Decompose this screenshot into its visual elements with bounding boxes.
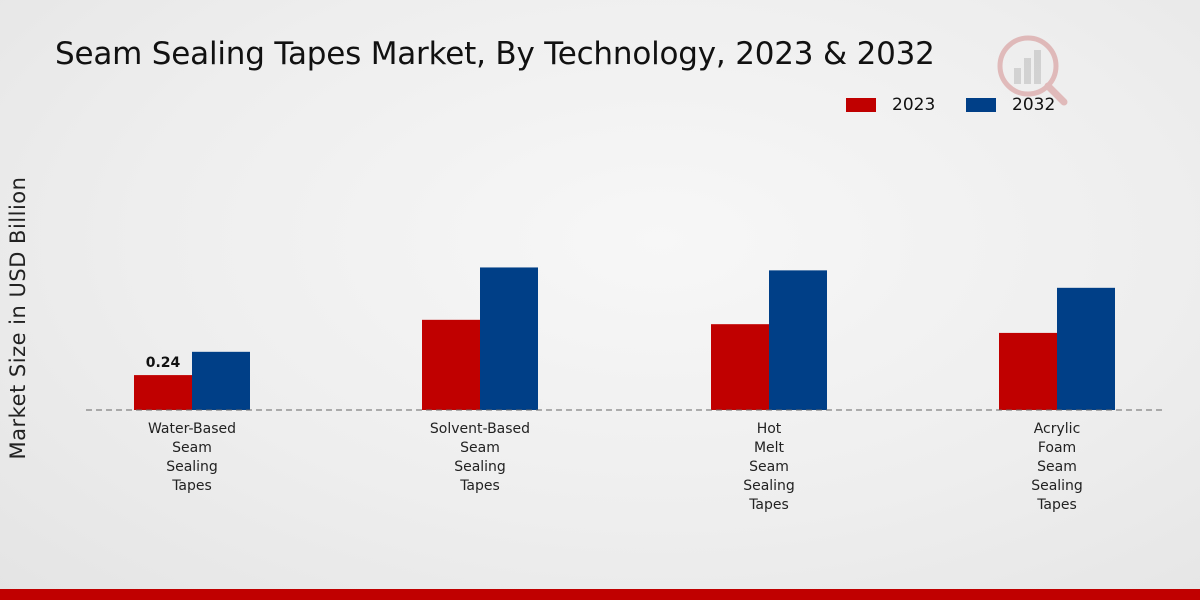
bar-2032-3: [1057, 287, 1115, 410]
x-tick-label-line: Tapes: [1036, 497, 1077, 513]
x-tick-label-line: Hot: [757, 421, 782, 437]
bar-2032-2: [769, 270, 827, 410]
bar-2023-2: [711, 324, 769, 410]
bottom-accent-bar: [0, 589, 1200, 600]
legend-label-2032: 2032: [1012, 95, 1056, 115]
x-tick-label-3: Acrylic Foam Seam Sealing Tapes: [1031, 421, 1083, 513]
legend-label-2023: 2023: [892, 95, 936, 115]
x-tick-label-line: Sealing: [454, 459, 506, 475]
x-tick-label-line: Water-Based: [148, 421, 236, 437]
x-tick-label-0: Water-Based Seam Sealing Tapes: [148, 421, 236, 494]
x-tick-label-2: Hot Melt Seam Sealing Tapes: [743, 421, 795, 513]
bar-2023-0: [134, 375, 192, 410]
x-tick-label-line: Tapes: [748, 497, 789, 513]
x-tick-label-line: Solvent-Based: [430, 421, 530, 437]
x-tick-label-line: Tapes: [171, 478, 212, 494]
x-tick-label-line: Seam: [749, 459, 789, 475]
watermark-logo-icon: [997, 35, 1068, 106]
x-tick-label-line: Melt: [754, 440, 785, 456]
x-tick-label-line: Sealing: [743, 478, 795, 494]
x-tick-label-line: Seam: [172, 440, 212, 456]
x-tick-label-line: Sealing: [166, 459, 218, 475]
x-tick-label-line: Seam: [460, 440, 500, 456]
legend-item-2032: 2032: [966, 95, 1055, 115]
x-tick-label-1: Solvent-Based Seam Sealing Tapes: [430, 421, 530, 494]
data-label-2023-0: 0.24: [146, 355, 181, 371]
x-tick-label-line: Seam: [1037, 459, 1077, 475]
legend-item-2023: 2023: [846, 95, 935, 115]
bar-2032-1: [480, 267, 538, 410]
chart-title: Seam Sealing Tapes Market, By Technology…: [55, 36, 935, 72]
x-tick-label-line: Tapes: [459, 478, 500, 494]
bar-2032-0: [192, 351, 250, 410]
x-tick-label-line: Sealing: [1031, 478, 1083, 494]
x-tick-label-line: Foam: [1038, 440, 1076, 456]
bar-2023-1: [422, 319, 480, 410]
x-tick-label-line: Acrylic: [1034, 421, 1081, 437]
legend-swatch-2032: [966, 98, 996, 112]
legend-swatch-2023: [846, 98, 876, 112]
bar-2023-3: [999, 332, 1057, 410]
